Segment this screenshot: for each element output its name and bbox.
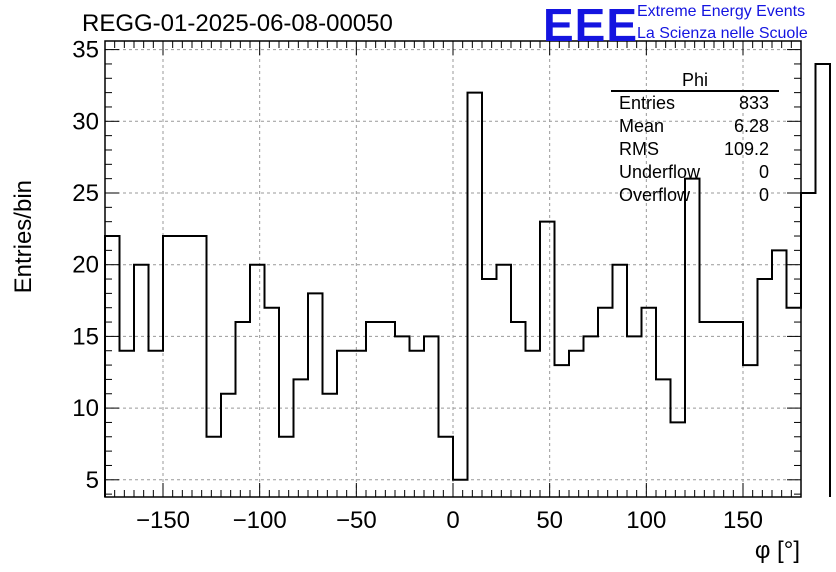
- stats-value: 0: [758, 162, 769, 182]
- y-tick-label: 5: [86, 467, 99, 494]
- y-tick-label: 20: [72, 252, 99, 279]
- histogram-line: [104, 62, 831, 497]
- y-tick-label: 30: [72, 108, 99, 135]
- x-tick-label: 50: [536, 507, 563, 534]
- y-tick-label: 10: [72, 395, 99, 422]
- stats-box: Phi Entries 833 Mean 6.28 RMS 109.2 Unde…: [611, 70, 779, 207]
- y-tick-label: 35: [72, 37, 99, 64]
- stats-key: Entries: [619, 93, 676, 113]
- stats-row-entries: Entries 833: [611, 92, 779, 115]
- stats-key: RMS: [619, 139, 659, 159]
- y-tick-label: 25: [72, 180, 99, 207]
- stats-row-overflow: Overflow 0: [611, 184, 779, 207]
- x-tick-label: −100: [233, 507, 287, 534]
- stats-value: 833: [738, 93, 769, 113]
- eee-logo: EEE: [543, 0, 639, 51]
- x-axis-label: φ [°]: [755, 537, 800, 564]
- y-tick-label: 15: [72, 323, 99, 350]
- x-tick-label: 0: [446, 507, 459, 534]
- x-tick-label: −150: [136, 507, 190, 534]
- x-tick-label: −50: [336, 507, 377, 534]
- stats-key: Underflow: [619, 162, 701, 182]
- stats-row-rms: RMS 109.2: [611, 138, 779, 161]
- chart-title: REGG-01-2025-06-08-00050: [82, 10, 393, 37]
- stats-value: 109.2: [723, 139, 769, 159]
- x-axis: −150 −100 −50 0 50 100 150: [114, 41, 792, 534]
- stats-title: Phi: [611, 70, 779, 92]
- y-axis-label: Entries/bin: [10, 180, 37, 293]
- stats-row-mean: Mean 6.28: [611, 115, 779, 138]
- stats-key: Mean: [619, 116, 665, 136]
- stats-row-underflow: Underflow 0: [611, 161, 779, 184]
- x-tick-label: 100: [626, 507, 666, 534]
- stats-key: Overflow: [619, 185, 691, 205]
- stats-value: 6.28: [733, 116, 769, 136]
- branding-line-2: La Scienza nelle Scuole: [637, 25, 808, 42]
- y-axis: 5 10 15 20 25 30 35: [72, 37, 801, 495]
- branding-line-1: Extreme Energy Events: [637, 3, 806, 20]
- stats-value: 0: [758, 185, 769, 205]
- x-tick-label: 150: [723, 507, 763, 534]
